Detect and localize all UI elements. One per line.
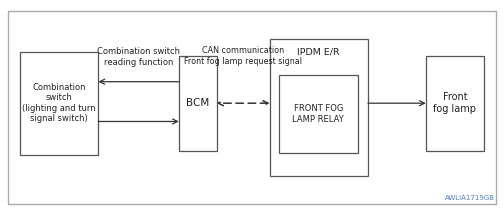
Text: AWLIA1719GB: AWLIA1719GB	[445, 195, 495, 201]
Bar	[20, 52, 98, 155]
Text: BCM: BCM	[186, 98, 210, 108]
Text: Combination switch
reading function: Combination switch reading function	[97, 47, 180, 67]
Text: IPDM E/R: IPDM E/R	[297, 47, 340, 56]
Text: CAN communication
Front fog lamp request signal: CAN communication Front fog lamp request…	[184, 46, 302, 66]
Bar	[179, 56, 217, 150]
Bar	[270, 39, 368, 176]
Text: Combination
switch
(lighting and turn
signal switch): Combination switch (lighting and turn si…	[22, 83, 96, 123]
Text: FRONT FOG
LAMP RELAY: FRONT FOG LAMP RELAY	[292, 104, 344, 124]
Text: Front
fog lamp: Front fog lamp	[433, 92, 476, 114]
Bar	[279, 75, 358, 153]
Bar	[426, 56, 484, 150]
